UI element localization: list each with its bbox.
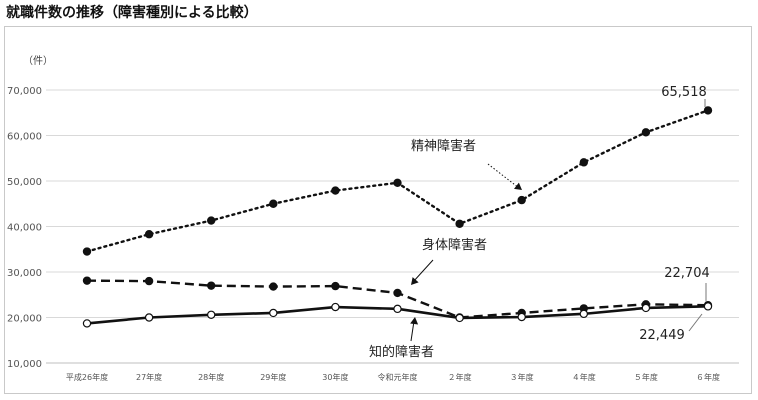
arrow-head bbox=[514, 182, 522, 190]
data-label: 22,449 bbox=[639, 328, 685, 343]
data-point bbox=[82, 247, 92, 256]
arrow-line bbox=[412, 259, 434, 283]
data-point bbox=[82, 276, 92, 285]
page-title: 就職件数の推移（障害種別による比較） bbox=[6, 5, 258, 21]
x-tick-label: 30年度 bbox=[322, 372, 348, 382]
x-tick-label: 28年度 bbox=[198, 372, 224, 382]
x-tick-label: 平成26年度 bbox=[66, 372, 108, 382]
y-tick-label: 30,000 bbox=[7, 268, 42, 279]
data-point bbox=[144, 276, 154, 286]
data-point bbox=[206, 216, 216, 225]
x-tick-label: ３年度 bbox=[510, 372, 534, 382]
data-point bbox=[331, 186, 340, 195]
y-tick-label: 10,000 bbox=[7, 359, 42, 370]
data-point bbox=[641, 128, 651, 137]
data-point bbox=[393, 178, 402, 188]
y-tick-label: 50,000 bbox=[7, 177, 42, 188]
x-tick-label: ４年度 bbox=[572, 372, 596, 382]
data-point bbox=[641, 303, 651, 313]
data-point bbox=[269, 282, 278, 291]
data-point bbox=[331, 302, 340, 312]
series-label-mental: 精神障害者 bbox=[411, 138, 476, 154]
line-chart: （件） 10,000 20,000 30,000 40,000 50,000 60,000 7… bbox=[7, 55, 739, 382]
arrow-line bbox=[410, 320, 415, 342]
arrow-line bbox=[487, 163, 520, 189]
y-tick-label: 40,000 bbox=[7, 223, 42, 234]
data-point bbox=[455, 219, 464, 228]
x-tick-label: ５年度 bbox=[634, 372, 658, 382]
data-point bbox=[703, 302, 713, 311]
x-tick-label: 令和元年度 bbox=[378, 372, 418, 382]
data-point bbox=[331, 281, 340, 291]
data-label: 65,518 bbox=[661, 85, 707, 100]
data-point bbox=[144, 313, 154, 322]
data-label-leader bbox=[688, 313, 703, 332]
data-point bbox=[269, 199, 278, 208]
x-tick-label: 27年度 bbox=[136, 372, 162, 382]
series-label-intellectual: 知的障害者 bbox=[369, 344, 434, 360]
data-point bbox=[82, 319, 92, 328]
data-point bbox=[517, 312, 526, 322]
arrow-head bbox=[411, 277, 419, 285]
data-point bbox=[703, 106, 713, 115]
x-tick-label: 29年度 bbox=[260, 372, 286, 382]
y-tick-label: 60,000 bbox=[7, 132, 42, 143]
y-tick-label: 70,000 bbox=[7, 86, 42, 97]
chart-frame: （件） 10,000 20,000 30,000 40,000 50,000 60,000 7… bbox=[4, 26, 752, 394]
data-point bbox=[393, 288, 402, 298]
data-point bbox=[517, 195, 526, 205]
y-tick-label: 20,000 bbox=[7, 314, 42, 325]
arrow-head bbox=[410, 317, 419, 325]
data-point bbox=[144, 230, 154, 239]
series-label-physical: 身体障害者 bbox=[422, 237, 487, 253]
data-point bbox=[393, 304, 402, 314]
unit-label: （件） bbox=[23, 55, 53, 67]
x-tick-label: ２年度 bbox=[448, 372, 472, 382]
data-point bbox=[579, 158, 589, 167]
data-point bbox=[455, 313, 464, 323]
x-tick-label: ６年度 bbox=[696, 372, 720, 382]
data-label: 22,704 bbox=[664, 266, 710, 281]
data-point bbox=[269, 308, 278, 318]
data-point bbox=[206, 281, 216, 290]
data-point bbox=[206, 310, 216, 319]
data-point bbox=[579, 309, 589, 319]
